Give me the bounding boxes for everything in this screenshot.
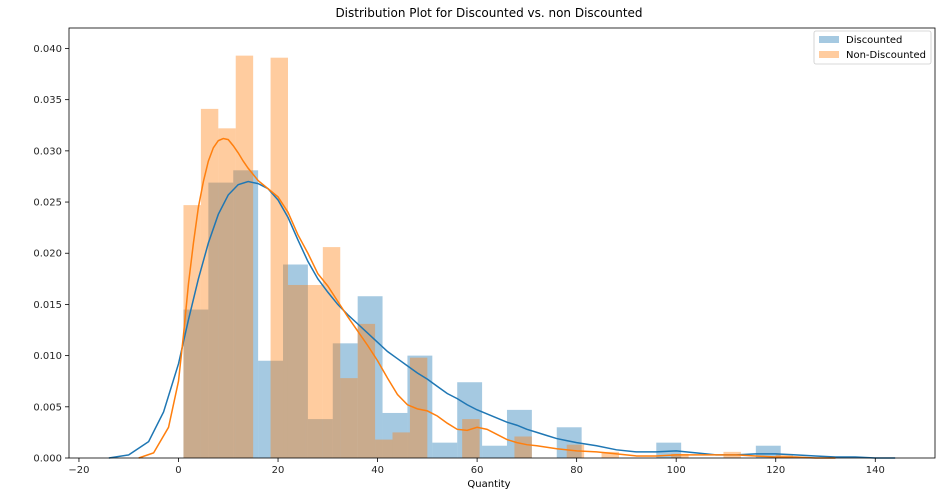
x-tick-label: 80 [570, 465, 583, 476]
histogram-bar [287, 284, 306, 458]
legend-entry-label: Non-Discounted [846, 50, 926, 61]
histogram-bar [462, 419, 480, 458]
histogram-bar [208, 182, 234, 458]
x-axis-label: Quantity [467, 479, 510, 490]
plot-frame [68, 27, 936, 459]
histogram-bar [332, 343, 358, 458]
y-tick-label: 0.005 [33, 402, 62, 413]
histogram-bar [482, 445, 507, 458]
histogram-bar [357, 296, 383, 458]
bars-discounted [183, 170, 781, 459]
histogram-bar [233, 170, 259, 459]
histogram-bar [258, 360, 284, 458]
x-tick-label: 140 [866, 465, 885, 476]
histogram-bar [601, 451, 619, 458]
histogram-bar [283, 264, 308, 458]
histogram-bar [322, 247, 341, 458]
histogram-bar [270, 57, 288, 458]
x-tick-label: −20 [68, 465, 89, 476]
legend: Discounted Non-Discounted [813, 30, 932, 65]
x-tick-label: 60 [471, 465, 484, 476]
x-axis-ticks: −20 0 20 40 60 80 100 120 140 [68, 458, 885, 476]
kde-line-discounted [108, 180, 896, 459]
histogram-bar [382, 412, 408, 458]
histogram-bar [340, 378, 358, 458]
x-tick-label: 20 [272, 465, 285, 476]
plot-background [69, 28, 935, 458]
histogram-bar [506, 409, 532, 458]
x-tick-label: 40 [371, 465, 384, 476]
legend-swatch [819, 36, 839, 43]
y-tick-label: 0.020 [33, 249, 62, 260]
y-tick-label: 0.025 [33, 198, 62, 209]
histogram-bar [656, 442, 682, 458]
histogram-bar [755, 445, 781, 458]
y-tick-label: 0.015 [33, 300, 62, 311]
histogram-bar [432, 442, 458, 458]
histogram-bar [409, 357, 428, 458]
histogram-bar [305, 284, 323, 458]
y-tick-label: 0.000 [33, 454, 62, 465]
histogram-bar [183, 205, 201, 458]
y-tick-label: 0.035 [33, 95, 62, 106]
kde-line-non-discounted [138, 137, 836, 459]
histogram-bar [457, 382, 483, 458]
x-tick-label: 100 [667, 465, 686, 476]
histogram-bar [775, 453, 794, 458]
y-axis-ticks: 0.000 0.005 0.010 0.015 0.020 0.025 0.030 0.035… [33, 44, 69, 465]
chart-title: Distribution Plot for Discounted vs. non… [335, 6, 642, 20]
histogram-bar [392, 432, 410, 458]
y-tick-label: 0.010 [33, 351, 62, 362]
y-tick-label: 0.030 [33, 146, 62, 157]
histogram-bar [307, 419, 333, 458]
kde-curves [108, 137, 896, 459]
legend-swatch [819, 51, 839, 58]
histogram-bar [671, 453, 689, 458]
x-tick-label: 0 [175, 465, 181, 476]
x-tick-label: 120 [766, 465, 785, 476]
histogram-bar [183, 309, 209, 458]
histogram-bar [235, 55, 254, 459]
legend-box [813, 30, 932, 65]
histogram-bars [183, 55, 794, 459]
histogram-bar [514, 436, 532, 458]
histogram-bar [375, 439, 393, 458]
legend-entry-label: Discounted [846, 35, 902, 46]
histogram-bar [200, 108, 219, 458]
histogram-bar [357, 323, 376, 458]
histogram-bar [218, 128, 236, 459]
y-tick-label: 0.040 [33, 44, 62, 55]
